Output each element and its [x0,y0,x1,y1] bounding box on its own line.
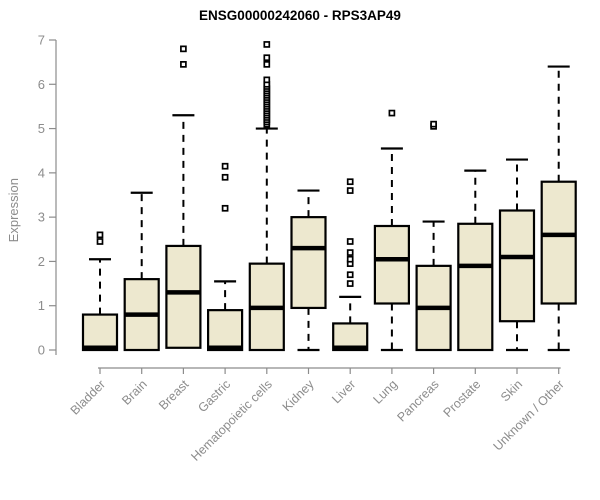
x-label-lung: Lung [370,377,400,407]
iqr-box [540,180,577,305]
box-hematopoietic-cells [248,41,285,352]
box-skin [498,158,536,352]
iqr-box [81,313,119,352]
outlier-point [96,231,104,239]
outlier-point [180,61,187,68]
outlier-point [263,76,271,84]
outlier-point [346,187,354,194]
box-unknown-other [540,65,577,352]
outlier-point [346,238,354,245]
y-tick-label: 5 [38,121,45,136]
x-label-brain: Brain [119,377,150,408]
iqr-box [373,224,410,305]
x-label-pancreas: Pancreas [394,377,441,424]
x-label-unknown-other: Unknown / Other [491,377,567,453]
outlier-point [180,45,187,53]
outlier-point [263,54,271,62]
box-lung [373,109,410,352]
y-tick-label: 0 [38,343,45,358]
x-label-prostate: Prostate [441,377,484,420]
outlier-point [430,120,437,128]
box-gastric [207,162,244,352]
y-axis: 0 1 2 3 4 5 6 7 [38,33,57,358]
chart-title: ENSG00000242060 - RPS3AP49 [199,8,401,23]
x-label-bladder: Bladder [68,377,108,417]
x-label-gastric: Gastric [195,377,233,415]
box-breast [165,45,202,349]
y-tick-label: 3 [38,210,45,225]
outlier-point [221,162,229,170]
y-tick-label: 7 [38,33,45,48]
box-brain [123,191,160,352]
x-label-skin: Skin [498,377,525,404]
outlier-point [388,109,396,117]
outlier-point [96,238,104,245]
x-label-hematopoietic-cells: Hematopoietic cells [188,377,275,464]
iqr-box [290,216,327,310]
box-kidney [290,189,327,352]
outlier-point [346,280,354,287]
outlier-point [346,255,354,263]
box-bladder [81,231,119,352]
outlier-point [346,271,354,279]
outlier-point [263,41,271,48]
x-label-liver: Liver [329,377,358,406]
box-liver [332,178,369,352]
outlier-point [221,173,229,181]
outlier-point [263,61,271,68]
iqr-box [165,244,202,349]
y-tick-label: 1 [38,298,45,313]
x-label-kidney: Kidney [280,377,317,414]
box-pancreas [415,120,452,352]
iqr-box [207,309,244,352]
outlier-point [346,178,354,186]
outlier-point [221,204,229,212]
y-tick-label: 2 [38,254,45,269]
iqr-box [498,209,536,323]
y-tick-label: 4 [38,165,45,180]
y-tick-label: 6 [38,77,45,92]
x-label-breast: Breast [156,377,192,413]
iqr-box [457,222,494,352]
outlier-point [346,249,354,256]
box-prostate [457,169,494,352]
